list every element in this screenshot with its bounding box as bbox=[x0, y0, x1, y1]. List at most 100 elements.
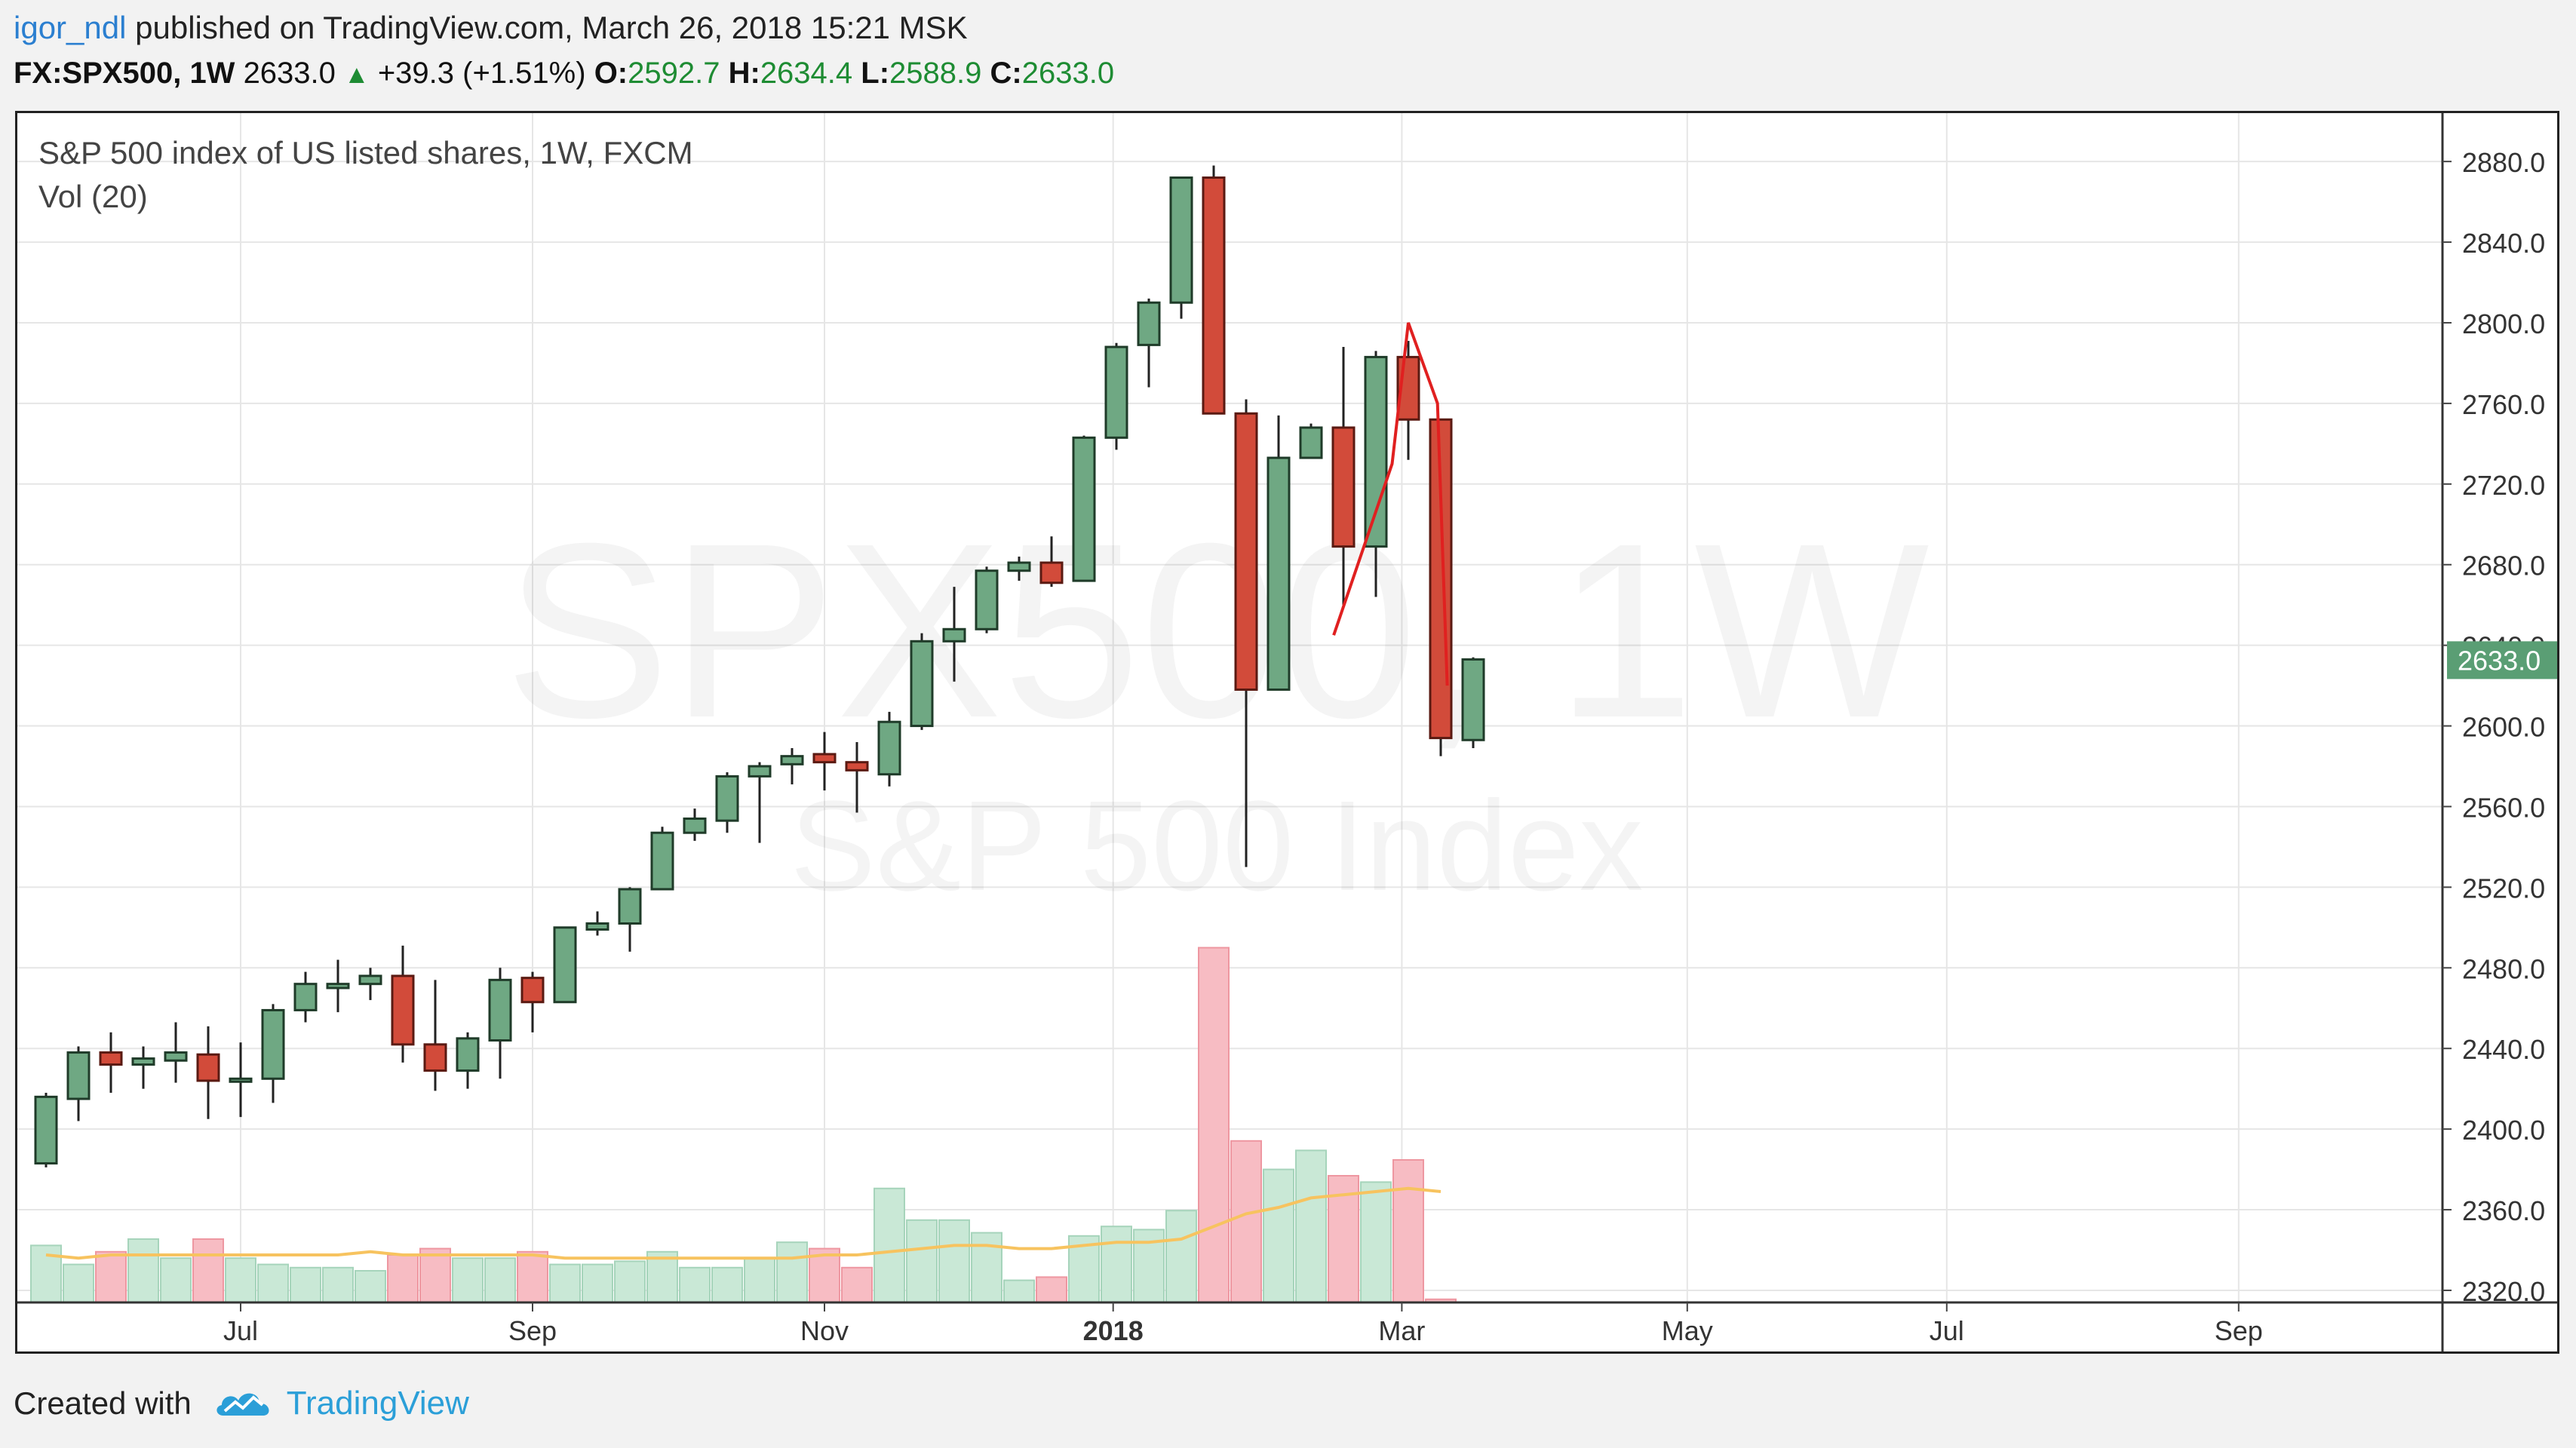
candle-body bbox=[358, 974, 382, 986]
candle-body bbox=[261, 1008, 285, 1080]
price-tick-label: 2680.0 bbox=[2462, 551, 2545, 581]
price-change: +39.3 (+1.51%) bbox=[377, 57, 586, 90]
candle-body bbox=[683, 818, 707, 834]
close-value: 2633.0 bbox=[1021, 57, 1115, 90]
candle-body bbox=[1364, 355, 1388, 548]
price-tick-label: 2720.0 bbox=[2462, 470, 2545, 501]
candle bbox=[293, 971, 318, 1023]
candle bbox=[520, 971, 545, 1032]
candle bbox=[618, 887, 642, 952]
candle bbox=[488, 968, 512, 1079]
candle bbox=[780, 747, 804, 785]
candle bbox=[1234, 399, 1258, 867]
candle bbox=[1396, 341, 1420, 460]
price-axis[interactable]: 2320.0 2360.0 2400.0 2440.0 2480.0 2520.0 2560… bbox=[2442, 147, 2545, 1307]
volume-bar bbox=[614, 1260, 646, 1304]
high-label: H: bbox=[728, 57, 760, 90]
volume-bar bbox=[1036, 1276, 1067, 1304]
volume-bar bbox=[452, 1257, 484, 1303]
volume-bar bbox=[63, 1263, 94, 1303]
time-tick-label: Sep bbox=[2215, 1315, 2263, 1346]
candle-body bbox=[618, 888, 642, 925]
chart-panel[interactable]: SPX500, 1W S&P 500 Index 2320.0 2360.0 240… bbox=[15, 111, 2559, 1354]
candle bbox=[391, 945, 415, 1063]
candle bbox=[1039, 536, 1064, 587]
price-badge-bg bbox=[2447, 641, 2557, 680]
candle-body bbox=[650, 831, 674, 891]
volume-bar bbox=[192, 1238, 224, 1303]
candle bbox=[1072, 435, 1096, 582]
price-tick-label: 2520.0 bbox=[2462, 873, 2545, 903]
price-tick-label: 2400.0 bbox=[2462, 1115, 2545, 1146]
low-label: L: bbox=[861, 57, 890, 90]
candle-body bbox=[326, 983, 350, 989]
candle bbox=[1299, 423, 1323, 459]
volume-bar bbox=[322, 1266, 354, 1304]
candle bbox=[66, 1046, 91, 1121]
trendline-drawing[interactable] bbox=[1332, 322, 1449, 686]
time-tick-label: Nov bbox=[800, 1315, 849, 1346]
candle-body bbox=[229, 1077, 253, 1083]
time-tick-label: Mar bbox=[1378, 1315, 1425, 1346]
candle-body bbox=[1331, 426, 1356, 548]
volume-bar bbox=[971, 1232, 1002, 1303]
candle-body bbox=[877, 720, 901, 776]
time-axis[interactable]: Jul Sep Nov 2018 Mar May Jul Sep bbox=[223, 1302, 2263, 1346]
volume-bar bbox=[1198, 946, 1230, 1303]
candle-body bbox=[488, 978, 512, 1042]
price-badge-label: 2633.0 bbox=[2458, 645, 2541, 676]
low-value: 2588.9 bbox=[889, 57, 982, 90]
volume-bar bbox=[1263, 1168, 1294, 1303]
watermark: SPX500, 1W S&P 500 Index bbox=[504, 491, 1931, 918]
author-link[interactable]: igor_ndl bbox=[14, 10, 127, 45]
candle-body bbox=[66, 1051, 91, 1100]
open-value: 2592.7 bbox=[628, 57, 720, 90]
tradingview-cloud-icon bbox=[216, 1393, 269, 1416]
publish-line: igor_ndl published on TradingView.com, M… bbox=[14, 5, 1114, 51]
candle bbox=[456, 1032, 480, 1089]
volume-bar bbox=[484, 1257, 516, 1303]
trendline-path bbox=[1332, 322, 1449, 686]
tradingview-link[interactable]: TradingView bbox=[213, 1385, 469, 1422]
candle-body bbox=[942, 627, 966, 643]
candle bbox=[553, 926, 577, 1004]
grid-lines bbox=[17, 113, 2442, 1302]
candle-body bbox=[34, 1095, 58, 1165]
time-tick-label: Sep bbox=[508, 1315, 557, 1346]
volume-bar bbox=[517, 1250, 548, 1304]
volume-bar bbox=[1230, 1140, 1262, 1304]
tradingview-brand: TradingView bbox=[286, 1385, 469, 1422]
candle-body bbox=[520, 977, 545, 1004]
candle bbox=[683, 808, 707, 841]
candle-body bbox=[1461, 658, 1485, 741]
volume-bar bbox=[744, 1257, 775, 1303]
volume-bar bbox=[679, 1266, 711, 1304]
volume-bar bbox=[160, 1257, 192, 1303]
price-tick-label: 2320.0 bbox=[2462, 1276, 2545, 1307]
candle-body bbox=[1072, 436, 1096, 582]
candle-body bbox=[1267, 456, 1291, 691]
chart-canvas[interactable]: SPX500, 1W S&P 500 Index 2320.0 2360.0 240… bbox=[17, 113, 2557, 1351]
price-tick-label: 2840.0 bbox=[2462, 228, 2545, 259]
candle bbox=[812, 732, 837, 791]
candle bbox=[585, 911, 609, 936]
candle-body bbox=[1169, 176, 1193, 304]
volume-bar bbox=[1003, 1279, 1035, 1303]
watermark-description: S&P 500 Index bbox=[790, 775, 1643, 918]
footer: Created with TradingView bbox=[14, 1377, 469, 1430]
watermark-symbol: SPX500, 1W bbox=[504, 491, 1931, 769]
candle-body bbox=[553, 926, 577, 1004]
candle bbox=[1104, 342, 1128, 450]
candle-body bbox=[456, 1037, 480, 1072]
volume-bar bbox=[419, 1247, 451, 1303]
candle bbox=[1007, 557, 1031, 581]
candle-body bbox=[812, 753, 837, 764]
volume-bar bbox=[355, 1270, 386, 1303]
published-text: published on TradingView.com, March 26, … bbox=[126, 10, 968, 45]
candle bbox=[99, 1032, 123, 1094]
open-label: O: bbox=[594, 57, 628, 90]
high-value: 2634.4 bbox=[760, 57, 853, 90]
candle bbox=[715, 772, 739, 833]
candle bbox=[650, 827, 674, 891]
candle-body bbox=[131, 1057, 155, 1066]
